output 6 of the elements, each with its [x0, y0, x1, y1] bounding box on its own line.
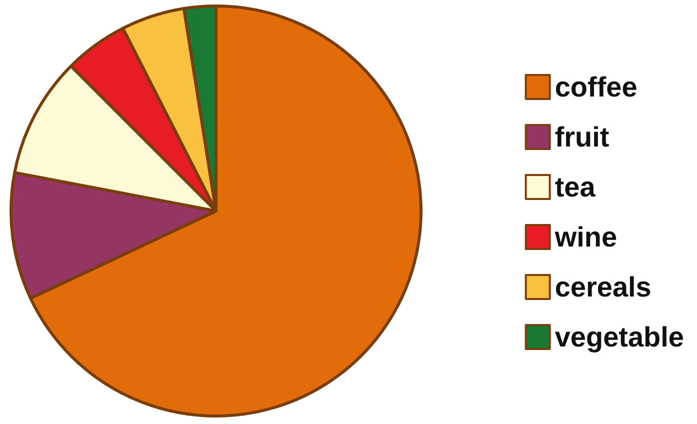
legend-label: tea: [554, 172, 596, 202]
legend-label: fruit: [554, 122, 610, 152]
legend-label: wine: [554, 222, 618, 252]
legend-label: cereals: [554, 272, 652, 302]
legend-label: coffee: [554, 72, 638, 102]
legend-label: vegetable: [554, 322, 684, 352]
